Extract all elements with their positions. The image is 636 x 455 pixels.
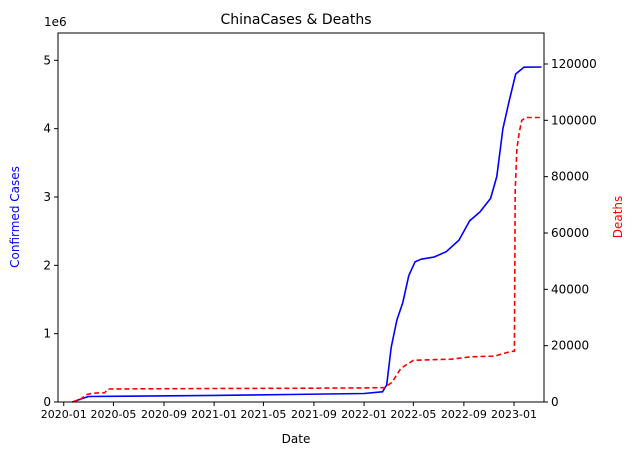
- plot-frame: [57, 32, 545, 403]
- x-tick-label: 2020-05: [90, 408, 136, 421]
- right-y-tick-label: 80000: [551, 170, 589, 184]
- x-tick-label: 2021-01: [191, 408, 237, 421]
- x-tick-label: 2020-01: [41, 408, 87, 421]
- x-tick-label: 2022-09: [441, 408, 487, 421]
- right-y-tick-label: 60000: [551, 226, 589, 240]
- left-y-axis-label: Confirmed Cases: [8, 166, 22, 268]
- x-axis-label: Date: [282, 432, 311, 446]
- x-tick-label: 2021-09: [291, 408, 337, 421]
- right-y-axis-ticks: 0 20000 40000 60000 80000 100000 120000: [544, 57, 597, 409]
- x-tick-label: 2023-01: [491, 408, 537, 421]
- left-y-tick-label: 5: [43, 53, 51, 67]
- right-y-tick-label: 20000: [551, 339, 589, 353]
- series-line-deaths: [72, 116, 542, 403]
- right-y-tick-label: 40000: [551, 282, 589, 296]
- chart-title: ChinaCases & Deaths: [221, 12, 372, 28]
- right-y-tick-label: 120000: [551, 57, 597, 71]
- left-y-tick-label: 1: [43, 327, 51, 341]
- left-y-tick-label: 3: [43, 190, 51, 204]
- right-y-axis-label: Deaths: [611, 196, 625, 239]
- right-y-tick-label: 100000: [551, 113, 597, 127]
- x-axis-ticks: 2020-01 2020-05 2020-09 2021-01 2021-05 2021-…: [41, 402, 537, 421]
- x-tick-label: 2021-05: [240, 408, 286, 421]
- right-y-tick-label: 0: [551, 395, 559, 409]
- left-y-tick-label: 4: [43, 122, 51, 136]
- x-tick-label: 2020-09: [141, 408, 187, 421]
- series-line-cases: [72, 66, 542, 403]
- left-y-tick-label: 0: [43, 395, 51, 409]
- left-y-tick-label: 2: [43, 258, 51, 272]
- plot-lines: [72, 66, 542, 403]
- x-tick-label: 2022-01: [341, 408, 387, 421]
- left-y-axis-ticks: 0 1 2 3 4 5: [43, 53, 58, 409]
- left-axis-multiplier: 1e6: [44, 15, 67, 29]
- x-tick-label: 2022-05: [390, 408, 436, 421]
